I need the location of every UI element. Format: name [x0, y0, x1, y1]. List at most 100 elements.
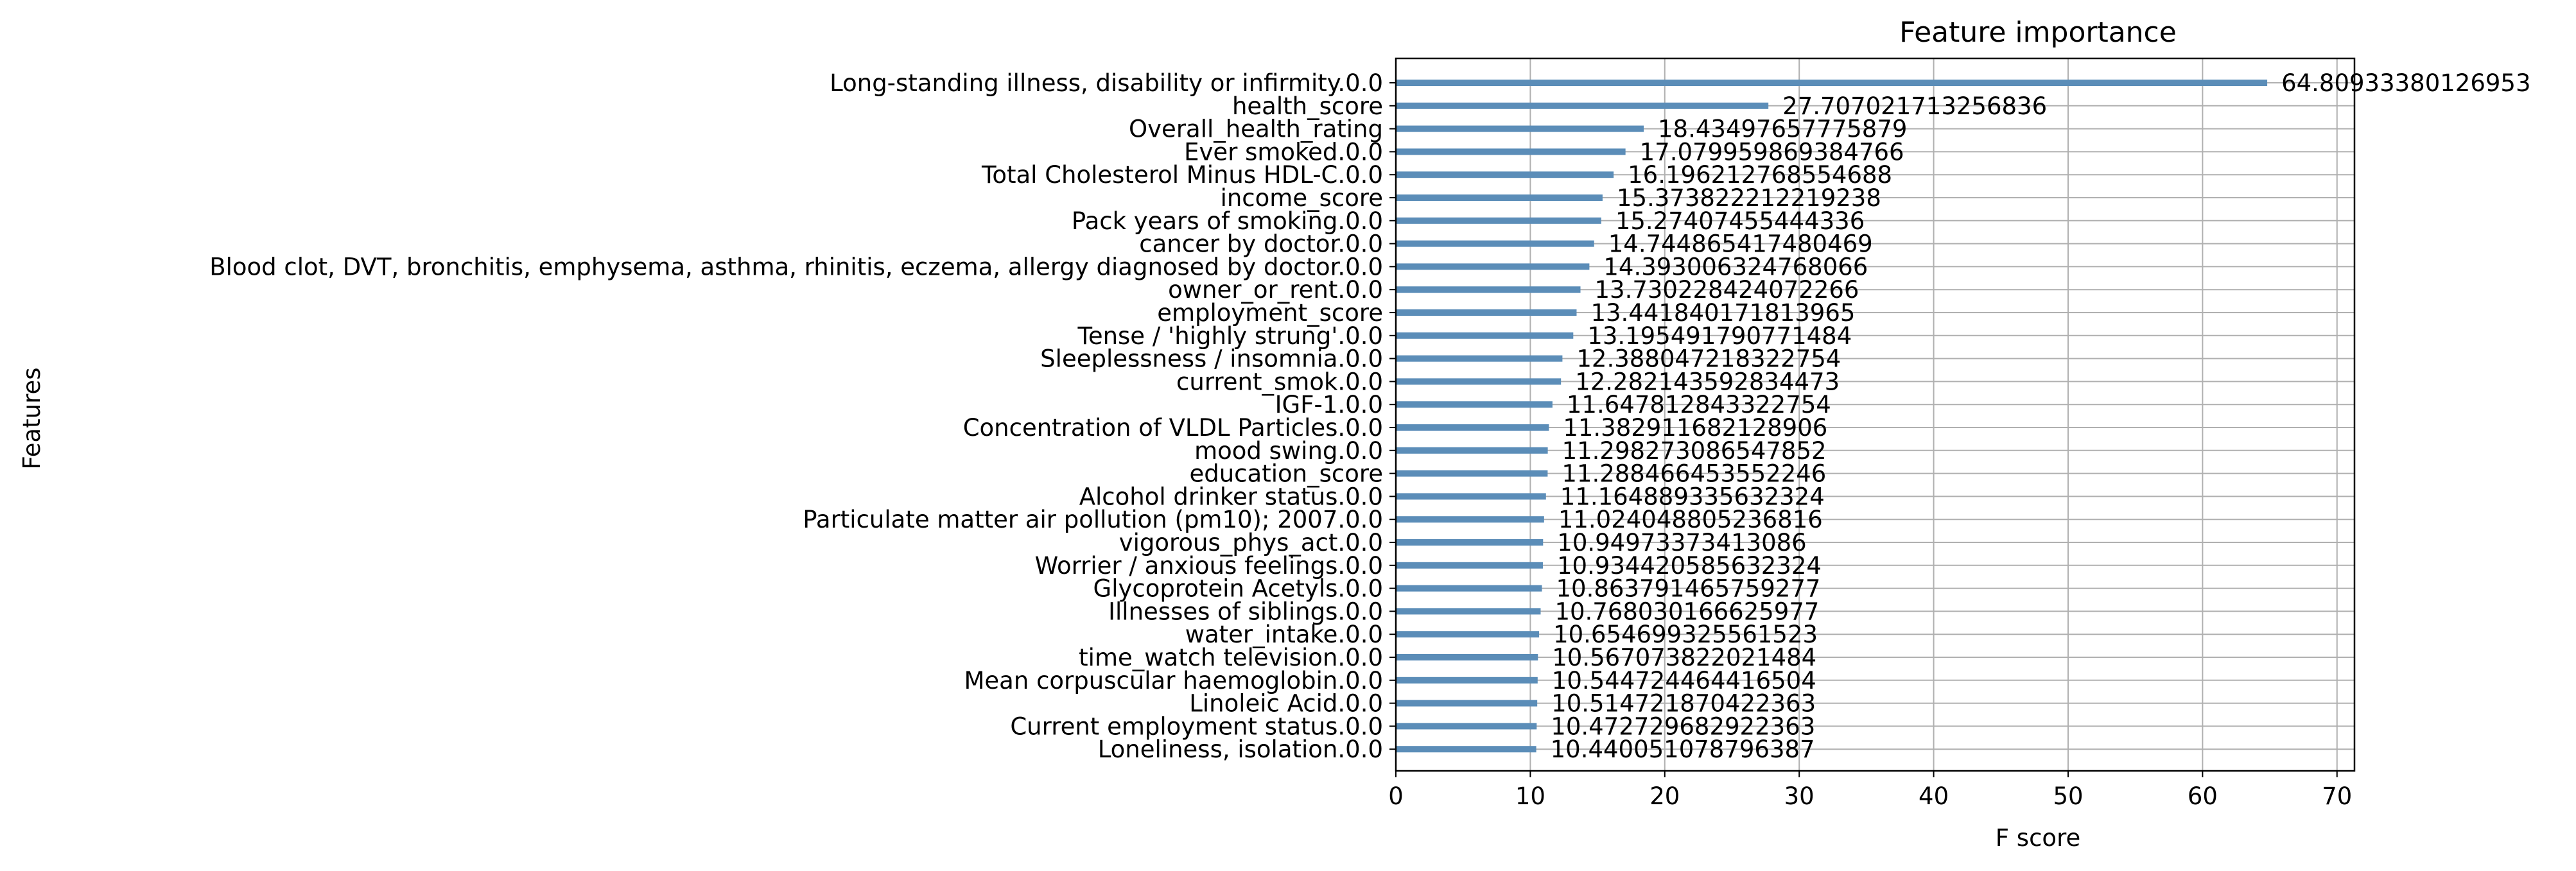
x-tick-label: 40 [1919, 782, 1949, 810]
x-tick-label: 20 [1649, 782, 1680, 810]
bar [1396, 148, 1626, 155]
y-tick-label: Sleeplessness / insomnia.0.0 [1040, 345, 1383, 373]
value-label: 10.472729682922363 [1551, 712, 1815, 740]
bar [1396, 677, 1538, 684]
value-label: 10.934420585632324 [1557, 552, 1822, 580]
value-label: 10.544724464416504 [1552, 667, 1816, 694]
value-label: 11.647812843322754 [1567, 391, 1831, 418]
value-label: 12.282143592834473 [1575, 368, 1840, 395]
labels: 64.80933380126953 Long-standing illness, … [209, 69, 2530, 810]
x-tick-label: 50 [2053, 782, 2083, 810]
bar [1396, 516, 1544, 523]
y-tick-label: cancer by doctor.0.0 [1139, 230, 1383, 258]
y-tick-label: employment_score [1157, 299, 1383, 327]
value-label: 10.514721870422363 [1551, 690, 1816, 718]
bar [1396, 286, 1581, 293]
value-label: 17.079959869384766 [1640, 138, 1904, 166]
bar [1396, 263, 1590, 270]
chart-title: Feature importance [1899, 16, 2177, 49]
y-tick-label: water_intake.0.0 [1185, 621, 1383, 648]
value-label: 16.196212768554688 [1628, 161, 1892, 189]
y-tick-label: current_smok.0.0 [1176, 368, 1383, 395]
y-tick-label: income_score [1221, 184, 1383, 212]
y-tick-label: Tense / 'highly strung'.0.0 [1077, 322, 1384, 350]
y-tick-label: Total Cholesterol Minus HDL-C.0.0 [981, 161, 1383, 189]
value-label: 10.654699325561523 [1553, 621, 1818, 648]
bar [1396, 401, 1553, 408]
x-tick-label: 60 [2188, 782, 2218, 810]
bar [1396, 470, 1548, 477]
bar [1396, 80, 2268, 86]
y-tick-label: Pack years of smoking.0.0 [1072, 207, 1383, 235]
value-label: 10.567073822021484 [1552, 644, 1816, 671]
value-label: 11.382911682128906 [1563, 414, 1827, 442]
value-label: 11.024048805236816 [1558, 506, 1823, 533]
x-tick-label: 30 [1784, 782, 1815, 810]
x-axis-label: F score [1996, 824, 2080, 852]
y-tick-label: Blood clot, DVT, bronchitis, emphysema, … [209, 253, 1383, 280]
y-tick-label: Overall_health_rating [1129, 116, 1383, 143]
value-label: 27.707021713256836 [1782, 92, 2047, 120]
bar [1396, 608, 1541, 615]
y-axis-label: Features [18, 367, 46, 469]
bar [1396, 562, 1543, 569]
y-tick-label: health_score [1232, 92, 1383, 120]
y-tick-label: education_score [1189, 460, 1383, 488]
value-label: 10.768030166625977 [1554, 598, 1819, 625]
y-tick-label: owner_or_rent.0.0 [1168, 276, 1383, 304]
value-label: 11.298273086547852 [1562, 437, 1827, 465]
y-tick-label: vigorous_phys_act.0.0 [1119, 529, 1383, 556]
value-label: 64.80933380126953 [2281, 69, 2530, 97]
bar [1396, 355, 1563, 362]
y-tick-label: Ever smoked.0.0 [1184, 138, 1383, 166]
value-label: 11.164889335632324 [1560, 483, 1825, 510]
y-tick-label: Loneliness, isolation.0.0 [1098, 736, 1383, 763]
bar [1396, 309, 1577, 316]
value-label: 12.388047218322754 [1576, 345, 1841, 373]
bar [1396, 125, 1644, 132]
y-tick-label: mood swing.0.0 [1194, 437, 1383, 465]
y-tick-label: Linoleic Acid.0.0 [1189, 690, 1383, 718]
bar [1396, 723, 1537, 730]
bar [1396, 700, 1538, 707]
axes [1389, 57, 2356, 777]
bar [1396, 194, 1603, 201]
x-tick-label: 70 [2322, 782, 2352, 810]
bar [1396, 332, 1574, 339]
y-tick-label: Illnesses of siblings.0.0 [1108, 598, 1383, 625]
value-label: 15.373822212219238 [1617, 184, 1881, 212]
bar [1396, 378, 1562, 385]
bar [1396, 585, 1542, 592]
bar [1396, 171, 1614, 178]
bar [1396, 424, 1549, 431]
y-tick-label: Worrier / anxious feelings.0.0 [1035, 552, 1383, 580]
bars [1396, 80, 2268, 753]
value-label: 13.730228424072266 [1595, 276, 1859, 304]
value-label: 14.744865417480469 [1608, 230, 1873, 258]
value-label: 11.288466453552246 [1562, 460, 1826, 488]
bar [1396, 493, 1546, 500]
bar [1396, 217, 1601, 224]
y-tick-label: Glycoprotein Acetyls.0.0 [1093, 575, 1383, 603]
y-tick-label: Current employment status.0.0 [1010, 712, 1383, 740]
y-tick-label: Concentration of VLDL Particles.0.0 [963, 414, 1383, 442]
value-label: 13.441840171813965 [1590, 299, 1855, 327]
value-label: 15.27407455444336 [1615, 207, 1865, 235]
value-label: 13.195491790771484 [1587, 322, 1852, 350]
y-tick-label: Particulate matter air pollution (pm10);… [803, 506, 1383, 533]
bar [1396, 746, 1536, 753]
bar [1396, 539, 1544, 546]
y-tick-label: Alcohol drinker status.0.0 [1079, 483, 1383, 510]
bar [1396, 447, 1548, 454]
x-tick-label: 0 [1388, 782, 1404, 810]
value-label: 10.863791465759277 [1556, 575, 1820, 603]
bar [1396, 631, 1540, 638]
value-label: 10.94973373413086 [1557, 529, 1806, 556]
plot-frame [1395, 57, 2356, 772]
bar [1396, 654, 1538, 660]
value-label: 18.43497657775879 [1658, 116, 1907, 143]
y-tick-label: Long-standing illness, disability or inf… [830, 69, 1383, 97]
y-tick-label: IGF-1.0.0 [1275, 391, 1383, 418]
